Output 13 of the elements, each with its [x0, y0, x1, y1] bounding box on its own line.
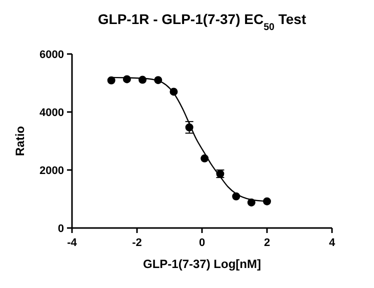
- x-axis-title: GLP-1(7-37) Log[nM]: [143, 257, 261, 271]
- x-tick-label: 2: [264, 237, 270, 249]
- x-tick-label: -4: [67, 237, 78, 249]
- y-tick-label: 0: [58, 222, 64, 235]
- x-tick-label: -2: [132, 237, 142, 249]
- y-tick-label: 6000: [40, 48, 64, 61]
- y-axis-title: Ratio: [13, 126, 27, 156]
- x-tick-label: 0: [198, 237, 206, 249]
- y-tick-label: 4000: [40, 106, 64, 119]
- chart-title: GLP-1R - GLP-1(7-37) EC$_{50}$ Test: [98, 11, 306, 32]
- point: [107, 76, 116, 84]
- x-tick-label: 4: [328, 237, 336, 249]
- y-tick-label: 2000: [40, 164, 64, 177]
